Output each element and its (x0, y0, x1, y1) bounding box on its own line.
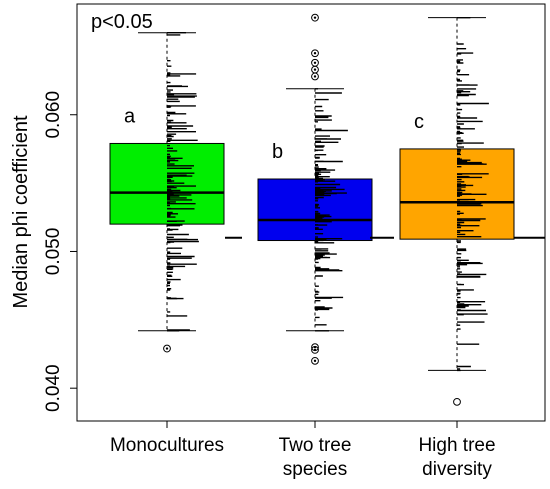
outlier-point (311, 343, 319, 352)
y-axis-label: Median phi coefficient (10, 115, 32, 309)
group-letter: a (124, 105, 136, 127)
x-tick-label: High tree (418, 435, 495, 456)
group-letter: c (414, 111, 424, 133)
outlier-point (311, 356, 319, 365)
outlier-dot (165, 347, 169, 350)
y-axis: 0.040 0.050 0.060 (43, 91, 77, 412)
y-tick-label: 0.050 (43, 228, 64, 276)
spike-lines (457, 17, 489, 372)
outlier-dot (313, 61, 317, 64)
outlier-point (311, 58, 319, 67)
box-group: b (257, 13, 373, 365)
outlier-dot (313, 16, 317, 19)
outlier-dot (313, 359, 317, 363)
spike-lines (167, 32, 199, 332)
spike-lines (315, 88, 348, 332)
data-spikes (167, 32, 199, 332)
x-tick-label: Monocultures (110, 435, 224, 456)
outlier-dot (313, 68, 317, 71)
boxes-layer: a b c (109, 13, 545, 406)
y-tick-label: 0.060 (43, 91, 64, 139)
x-axis: Monocultures Two tree species High tree dive… (110, 421, 496, 480)
outlier-point (163, 344, 171, 353)
data-spikes (457, 17, 489, 372)
box-group: c (399, 17, 515, 406)
group-letter: b (272, 141, 283, 163)
outlier-point (453, 397, 461, 406)
x-tick-label: species (283, 459, 347, 480)
outlier-point (311, 49, 319, 58)
outlier-dot (313, 345, 317, 349)
outlier-point (311, 13, 319, 22)
x-tick-label: diversity (422, 459, 492, 480)
box-group: a (109, 32, 225, 353)
y-tick-label: 0.040 (43, 364, 64, 412)
p-value-annotation: p<0.05 (91, 11, 153, 33)
plot-frame (76, 3, 546, 422)
outlier-dot (313, 52, 317, 55)
outlier-dot (313, 75, 317, 78)
data-spikes (315, 88, 348, 332)
x-tick-label: Two tree (279, 435, 352, 456)
